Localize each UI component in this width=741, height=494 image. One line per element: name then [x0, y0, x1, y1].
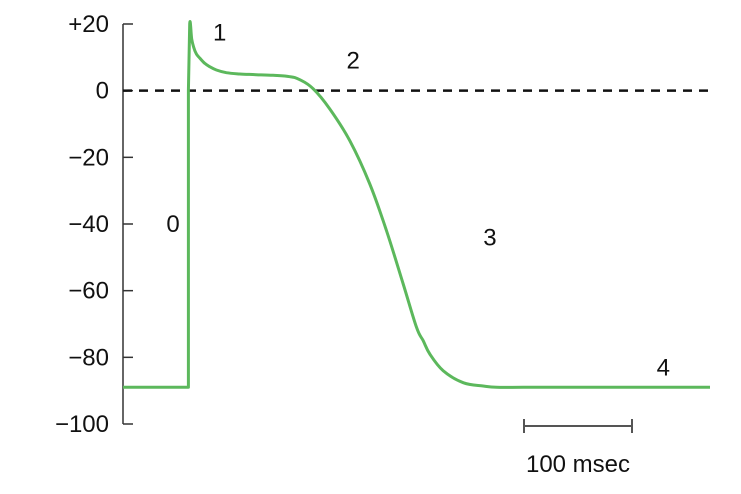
- scale-bar-label: 100 msec: [526, 451, 630, 478]
- phase-label-1: 1: [213, 19, 226, 46]
- phase-label-3: 3: [483, 224, 496, 251]
- y-tick-label: −20: [68, 144, 109, 171]
- phase-label-4: 4: [657, 354, 670, 381]
- time-scale-bar: 100 msec: [523, 419, 633, 478]
- y-tick-label: −40: [68, 211, 109, 238]
- phase-annotations: 0 1 2 3 4: [166, 19, 670, 381]
- y-tick-label: −80: [68, 344, 109, 371]
- y-tick-label: −100: [55, 411, 109, 438]
- y-axis: +20 0 −20 −40 −60 −80 −100: [55, 11, 133, 438]
- y-tick-label: 0: [96, 78, 109, 105]
- phase-label-2: 2: [346, 48, 359, 75]
- phase-label-0: 0: [166, 211, 179, 238]
- action-potential-trace: [123, 20, 710, 389]
- y-tick-label: +20: [68, 11, 109, 38]
- series: [123, 20, 710, 389]
- y-tick-label: −60: [68, 278, 109, 305]
